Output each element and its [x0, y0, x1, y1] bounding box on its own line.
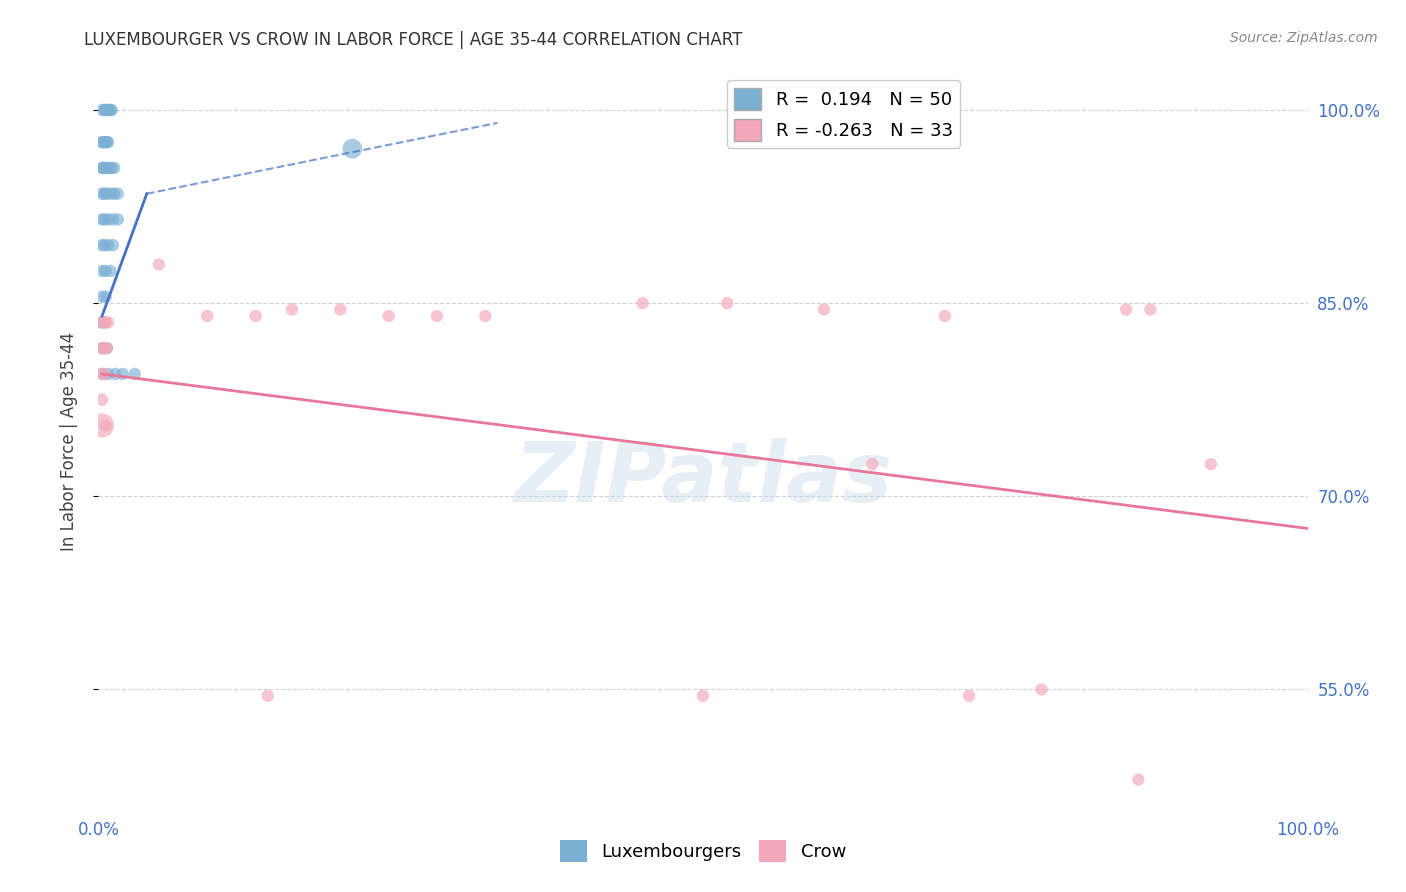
Point: [1199, 457, 1222, 471]
Point: [91, 290, 114, 304]
Point: [97, 238, 120, 252]
Point: [96, 186, 118, 201]
Point: [426, 309, 449, 323]
Point: [96, 341, 118, 355]
Point: [100, 161, 122, 175]
Point: [97, 103, 120, 117]
Point: [94, 135, 117, 149]
Legend: Luxembourgers, Crow: Luxembourgers, Crow: [553, 833, 853, 870]
Point: [124, 367, 146, 381]
Point: [1139, 302, 1161, 317]
Point: [91, 135, 114, 149]
Point: [91, 367, 114, 381]
Point: [934, 309, 956, 323]
Point: [91, 418, 114, 433]
Point: [1031, 682, 1053, 697]
Point: [97, 367, 120, 381]
Point: [631, 296, 654, 310]
Point: [91, 315, 114, 329]
Point: [860, 457, 883, 471]
Point: [100, 186, 122, 201]
Point: [94, 290, 117, 304]
Point: [100, 103, 122, 117]
Point: [957, 689, 980, 703]
Point: [107, 186, 129, 201]
Point: [93, 367, 115, 381]
Point: [93, 135, 115, 149]
Point: [100, 264, 122, 278]
Point: [91, 238, 114, 252]
Point: [96, 161, 118, 175]
Point: [93, 161, 115, 175]
Point: [91, 341, 114, 355]
Point: [91, 161, 114, 175]
Point: [91, 212, 114, 227]
Point: [97, 135, 120, 149]
Point: [91, 392, 114, 407]
Point: [195, 309, 218, 323]
Point: [100, 103, 122, 117]
Point: [101, 212, 124, 227]
Point: [716, 296, 738, 310]
Point: [148, 258, 170, 272]
Point: [91, 161, 114, 175]
Point: [94, 264, 117, 278]
Point: [93, 103, 115, 117]
Point: [97, 315, 120, 329]
Y-axis label: In Labor Force | Age 35-44: In Labor Force | Age 35-44: [59, 332, 77, 551]
Point: [91, 186, 114, 201]
Point: [91, 367, 114, 381]
Point: [377, 309, 399, 323]
Point: [93, 186, 115, 201]
Point: [281, 302, 304, 317]
Point: [342, 142, 364, 156]
Point: [329, 302, 352, 317]
Point: [692, 689, 714, 703]
Point: [474, 309, 496, 323]
Point: [1115, 302, 1137, 317]
Point: [111, 367, 134, 381]
Point: [91, 264, 114, 278]
Point: [107, 212, 129, 227]
Point: [256, 689, 278, 703]
Point: [93, 341, 115, 355]
Text: ZIPatlas: ZIPatlas: [515, 438, 891, 519]
Point: [91, 341, 114, 355]
Point: [93, 238, 115, 252]
Point: [93, 315, 115, 329]
Point: [1128, 772, 1150, 787]
Point: [94, 418, 117, 433]
Text: LUXEMBOURGER VS CROW IN LABOR FORCE | AGE 35-44 CORRELATION CHART: LUXEMBOURGER VS CROW IN LABOR FORCE | AG…: [84, 31, 742, 49]
Point: [96, 135, 118, 149]
Point: [94, 103, 117, 117]
Point: [93, 212, 115, 227]
Point: [96, 103, 118, 117]
Point: [97, 212, 120, 227]
Point: [813, 302, 835, 317]
Point: [103, 161, 125, 175]
Point: [91, 135, 114, 149]
Point: [98, 161, 121, 175]
Point: [91, 103, 114, 117]
Point: [96, 341, 118, 355]
Point: [101, 238, 124, 252]
Point: [104, 367, 127, 381]
Point: [98, 103, 121, 117]
Point: [245, 309, 267, 323]
Point: [103, 186, 125, 201]
Point: [91, 315, 114, 329]
Text: Source: ZipAtlas.com: Source: ZipAtlas.com: [1230, 31, 1378, 45]
Point: [94, 315, 117, 329]
